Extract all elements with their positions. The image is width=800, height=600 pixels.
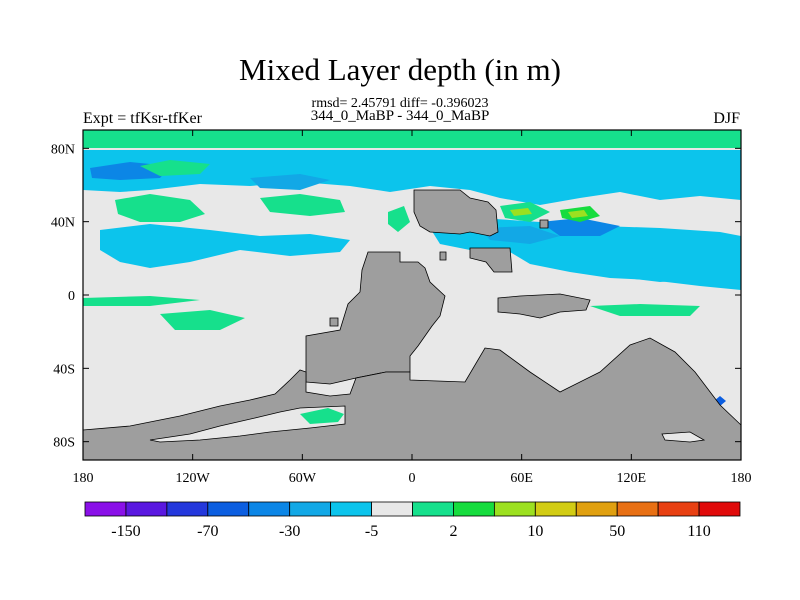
arctic-band xyxy=(83,130,741,148)
x-axis: 180 120W 60W 0 60E 120E 180 xyxy=(73,130,752,486)
green-patch-3 xyxy=(140,160,210,176)
y-axis: 80N 40N 0 40S 80S xyxy=(51,142,741,451)
equatorial-green-3 xyxy=(590,304,700,316)
north-dark-blue-4 xyxy=(480,226,560,244)
north-dark-blue-3 xyxy=(250,174,330,190)
land-south-america xyxy=(305,251,446,385)
colorbar-label: 110 xyxy=(687,523,710,540)
x-tick-label: 60E xyxy=(510,471,533,486)
land-small-island-1 xyxy=(439,251,447,261)
colorbar-swatch xyxy=(493,501,536,517)
colorbar-swatch xyxy=(207,501,250,517)
colorbar-swatch xyxy=(453,501,495,517)
x-tick-label: 180 xyxy=(731,471,752,486)
colorbar-swatch xyxy=(289,501,332,517)
green-patch-2 xyxy=(260,194,345,216)
chart-title: Mixed Layer depth (in m) xyxy=(239,52,561,87)
season-label: DJF xyxy=(713,110,740,127)
x-tick-label: 180 xyxy=(73,471,94,486)
north-band-blue-2 xyxy=(240,164,380,180)
green-patch-4 xyxy=(388,206,410,232)
colorbar-swatch xyxy=(412,501,454,517)
land-africa xyxy=(413,189,499,237)
yellow-green-core-1 xyxy=(510,208,532,216)
north-pacific-blue xyxy=(100,224,350,268)
colorbar-swatch xyxy=(534,501,577,517)
colorbar-label: -70 xyxy=(197,523,218,540)
y-tick-label: 40N xyxy=(51,216,75,231)
equatorial-green-2 xyxy=(160,310,245,330)
runs-line: 344_0_MaBP - 344_0_MaBP xyxy=(310,108,490,124)
colorbar-swatch xyxy=(657,501,700,517)
x-tick-label: 60W xyxy=(289,471,317,486)
y-tick-label: 40S xyxy=(53,362,75,377)
north-dark-blue-2 xyxy=(540,218,620,236)
colorbar-swatch xyxy=(248,501,291,517)
x-tick-label: 120W xyxy=(176,471,211,486)
yellow-green-core-2 xyxy=(568,210,588,218)
colorbar-swatch xyxy=(698,501,741,517)
southern-green-top xyxy=(300,408,344,424)
colorbar-swatch xyxy=(371,501,413,517)
ross-ocean xyxy=(661,431,706,443)
green-patch-1 xyxy=(115,194,205,222)
colorbar-label: -5 xyxy=(365,523,378,540)
colorbar-swatch xyxy=(166,501,209,517)
y-tick-label: 80N xyxy=(51,142,75,157)
land-asia-strip xyxy=(497,293,591,319)
tropical-blue xyxy=(600,258,720,282)
x-tick-label: 120E xyxy=(617,471,647,486)
weddell-ocean xyxy=(149,405,346,443)
y-tick-label: 80S xyxy=(53,436,75,451)
expt-label: Expt = tfKsr-tfKer xyxy=(83,110,202,127)
colorbar-label: 2 xyxy=(449,523,457,540)
colorbar-swatch xyxy=(616,501,659,517)
colorbar-label: 50 xyxy=(609,523,625,540)
x-tick-label: 0 xyxy=(409,471,416,486)
colorbar-swatch xyxy=(84,501,127,517)
map-field xyxy=(83,130,741,460)
colorbar-label: 10 xyxy=(527,523,543,540)
colorbar: -150 -70 -30 -5 2 10 50 110 xyxy=(84,501,741,540)
land-small-island-3 xyxy=(539,219,549,229)
land-africa-2 xyxy=(469,247,513,273)
north-band-blue xyxy=(83,150,741,205)
stats-line: rmsd= 2.45791 diff= -0.396023 xyxy=(311,96,489,111)
y-tick-label: 0 xyxy=(68,289,75,304)
colorbar-label: -30 xyxy=(279,523,300,540)
land-small-island-2 xyxy=(329,317,339,327)
colorbar-swatch xyxy=(330,501,372,517)
equatorial-green-1 xyxy=(83,296,200,306)
colorbar-swatch xyxy=(125,501,168,517)
colorbar-swatch xyxy=(575,501,618,517)
colorbar-label: -150 xyxy=(111,523,140,540)
